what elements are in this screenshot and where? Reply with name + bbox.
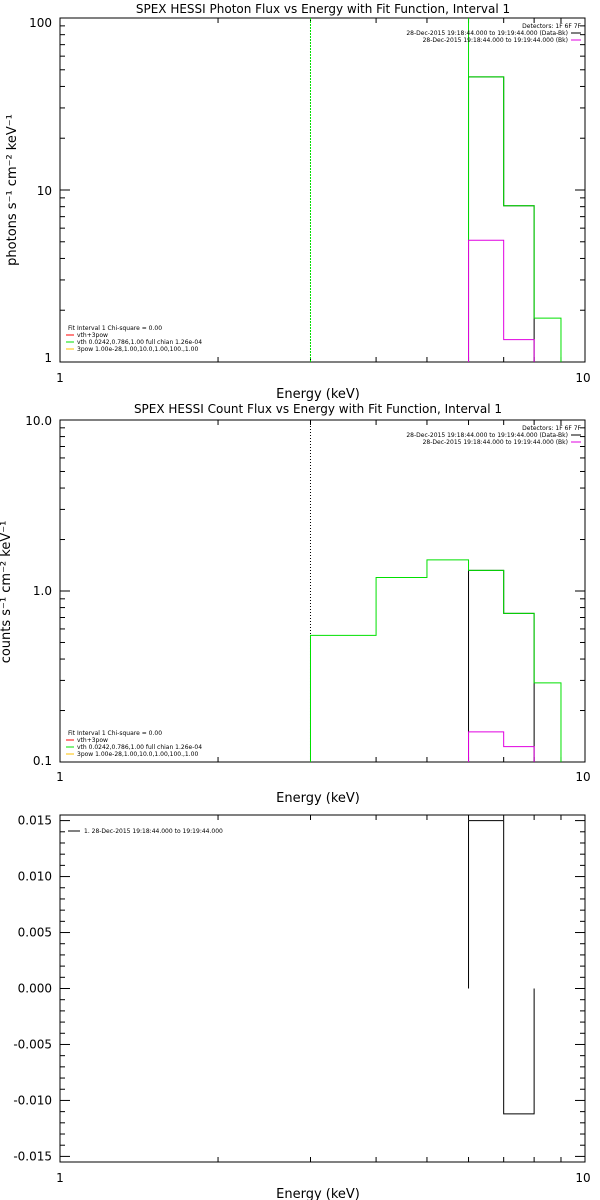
legend-entry: vth+3pow xyxy=(77,332,108,339)
residual-panel: 0.015 0.010 0.005 0.000 -0.005 -0.010 -0.015 1… xyxy=(13,814,590,1200)
count-flux-panel: SPEX HESSI Count Flux vs Energy with Fit… xyxy=(0,402,591,806)
residual-ytick-label: -0.005 xyxy=(13,1037,52,1051)
count-flux-xlabel: Energy (keV) xyxy=(276,791,360,806)
series-bk-line xyxy=(468,239,535,362)
residual-xtick-1: 1 xyxy=(56,1171,64,1185)
photon-flux-panel: SPEX HESSI Photon Flux vs Energy with Fi… xyxy=(5,2,591,402)
legend-entry: 28-Dec-2015 19:18:44.000 to 19:19:44.000… xyxy=(406,432,568,439)
legend-entry: Detectors: 1F 6F 7F xyxy=(522,23,581,30)
count-flux-ytick-1-0: 1.0 xyxy=(33,584,52,598)
photon-flux-xtick-1: 1 xyxy=(56,371,64,385)
legend-entry: 1. 28-Dec-2015 19:18:44.000 to 19:19:44.… xyxy=(84,828,223,835)
legend-entry: 28-Dec-2015 19:18:44.000 to 19:19:44.000… xyxy=(423,439,568,446)
series-residual-line xyxy=(468,820,535,1115)
series-data-bk-line xyxy=(468,569,535,762)
residual-ytick-label: 0.005 xyxy=(18,926,52,940)
count-flux-title: SPEX HESSI Count Flux vs Energy with Fit… xyxy=(134,402,502,416)
residual-ytick-label: 0.015 xyxy=(18,814,52,828)
photon-flux-ticks xyxy=(59,17,585,363)
legend-entry: vth+3pow xyxy=(77,737,108,744)
residual-ytick-labels: 0.015 0.010 0.005 0.000 -0.005 -0.010 -0.015 xyxy=(13,814,52,1164)
legend-entry: 28-Dec-2015 19:18:44.000 to 19:19:44.000… xyxy=(423,37,568,44)
photon-flux-ytick-10: 10 xyxy=(37,184,52,198)
residual-xlabel: Energy (keV) xyxy=(276,1187,360,1200)
residual-ytick-label: 0.010 xyxy=(18,870,52,884)
count-flux-xtick-10: 10 xyxy=(575,770,590,784)
photon-flux-xtick-10: 10 xyxy=(575,371,590,385)
legend-entry: Fit Interval 1 Chi-square = 0.00 xyxy=(68,730,162,737)
legend-entry: Fit Interval 1 Chi-square = 0.00 xyxy=(68,325,162,332)
legend-entry: 3pow 1.00e-28,1.00,10.0,1.00,100.,1.00 xyxy=(77,346,198,353)
series-vth-3pow-line xyxy=(309,559,562,762)
photon-flux-fit-legend: Fit Interval 1 Chi-square = 0.00vth+3pow… xyxy=(66,325,202,353)
residual-legend: 1. 28-Dec-2015 19:18:44.000 to 19:19:44.… xyxy=(68,828,223,835)
residual-ytick-label: -0.015 xyxy=(13,1149,52,1163)
series-data-bk-line xyxy=(468,76,535,362)
photon-flux-xlabel: Energy (keV) xyxy=(276,387,360,402)
photon-flux-plot-frame xyxy=(59,17,586,363)
count-flux-ylabel: counts s⁻¹ cm⁻² keV⁻¹ xyxy=(0,521,14,664)
count-flux-plot-frame xyxy=(59,419,586,763)
count-flux-marks xyxy=(309,420,562,762)
residual-marks xyxy=(468,820,535,1115)
photon-flux-ytick-1: 1 xyxy=(44,351,52,365)
legend-entry: vth 0.0242,0.786,1.00 full chian 1.26e-0… xyxy=(77,339,202,346)
legend-entry: vth 0.0242,0.786,1.00 full chian 1.26e-0… xyxy=(77,744,202,751)
photon-flux-title: SPEX HESSI Photon Flux vs Energy with Fi… xyxy=(136,2,510,16)
series-bk-line xyxy=(468,731,535,762)
residual-xtick-10: 10 xyxy=(575,1171,590,1185)
photon-flux-ylabel: photons s⁻¹ cm⁻² keV⁻¹ xyxy=(5,114,20,266)
count-flux-xtick-1: 1 xyxy=(56,770,64,784)
residual-plot-frame xyxy=(59,814,586,1163)
residual-ytick-label: 0.000 xyxy=(18,982,52,996)
residual-ytick-label: -0.010 xyxy=(13,1093,52,1107)
count-flux-ytick-10-0: 10.0 xyxy=(25,414,52,428)
photon-flux-marks xyxy=(309,18,562,362)
count-flux-ytick-0-1: 0.1 xyxy=(33,754,52,768)
residual-ticks xyxy=(59,815,585,1162)
count-flux-ticks xyxy=(59,419,585,763)
legend-entry: 28-Dec-2015 19:18:44.000 to 19:19:44.000… xyxy=(406,30,568,37)
photon-flux-ytick-100: 100 xyxy=(29,16,52,30)
legend-entry: 3pow 1.00e-28,1.00,10.0,1.00,100.,1.00 xyxy=(77,751,198,758)
count-flux-fit-legend: Fit Interval 1 Chi-square = 0.00vth+3pow… xyxy=(66,730,202,758)
legend-entry: Detectors: 1F 6F 7F xyxy=(522,425,581,432)
series-vth-3pow-line xyxy=(468,76,562,362)
